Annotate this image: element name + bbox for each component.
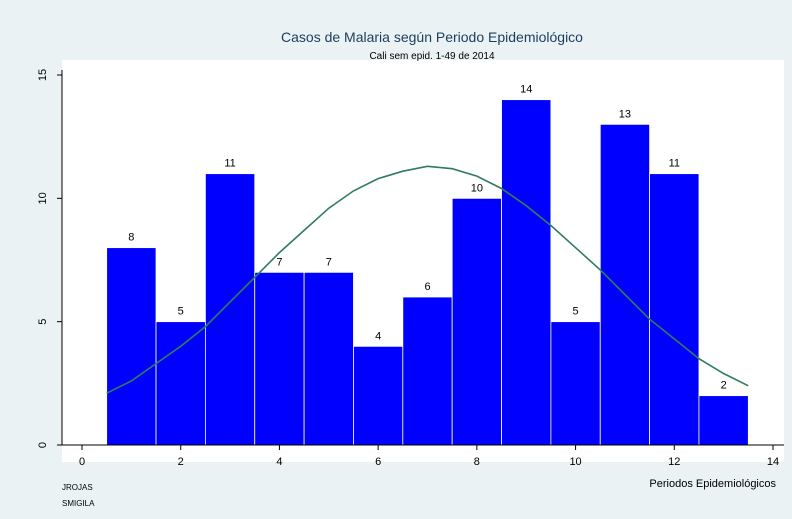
bars-group	[106, 99, 749, 446]
x-tick-label-2: 2	[178, 456, 184, 468]
x-tick-label-6: 6	[375, 456, 381, 468]
credit-line-2: SMIGILA	[62, 499, 95, 508]
y-tick-label-15: 15	[37, 69, 49, 81]
bar-period-4	[254, 271, 305, 446]
bar-period-6	[353, 345, 404, 446]
bar-period-9	[501, 99, 552, 446]
x-axis-label: Periodos Epidemiológicos	[649, 478, 776, 490]
bar-label-period-9: 14	[520, 84, 532, 96]
x-tick-label-12: 12	[668, 456, 680, 468]
chart-subtitle: Cali sem epid. 1-49 de 2014	[369, 51, 495, 62]
bar-labels-group: 8 5 11 7 7 4 6 10 14 5 13 11 2	[128, 84, 726, 392]
y-tick-label-0: 0	[37, 442, 49, 448]
bar-label-period-12: 11	[669, 158, 680, 170]
bar-label-period-10: 5	[573, 306, 579, 318]
x-tick-label-10: 10	[569, 456, 581, 468]
x-tick-label-4: 4	[276, 456, 282, 468]
bar-period-13	[698, 395, 749, 446]
bar-period-10	[550, 321, 601, 446]
bar-label-period-5: 7	[326, 256, 332, 268]
bar-period-1	[106, 247, 157, 446]
bar-period-8	[451, 197, 502, 446]
bar-label-period-2: 5	[178, 306, 184, 318]
bar-label-period-11: 13	[619, 108, 631, 120]
x-tick-label-14: 14	[767, 456, 779, 468]
bar-period-2	[155, 321, 206, 446]
credit-line-1: JROJAS	[62, 483, 93, 492]
y-tick-label-5: 5	[37, 319, 49, 325]
density-curve	[106, 165, 749, 394]
bar-label-period-3: 11	[224, 158, 235, 170]
bar-period-3	[204, 173, 256, 446]
chart-title: Casos de Malaria según Periodo Epidemiol…	[281, 29, 583, 45]
bar-label-period-4: 7	[276, 256, 282, 268]
bar-period-11	[599, 123, 651, 446]
axes-group: 0 2 4 6 8 10 12 14 0 5 10 15	[37, 69, 784, 468]
bar-label-period-7: 6	[424, 281, 430, 293]
bar-label-period-8: 10	[471, 182, 483, 194]
bar-period-12	[649, 173, 700, 446]
bar-label-period-13: 2	[721, 380, 727, 392]
x-tick-label-8: 8	[474, 456, 480, 468]
bar-period-5	[303, 271, 354, 446]
x-tick-label-0: 0	[79, 456, 85, 468]
y-tick-label-10: 10	[37, 192, 49, 204]
bar-period-7	[402, 296, 453, 446]
bar-label-period-6: 4	[375, 330, 381, 342]
bar-label-period-1: 8	[128, 232, 134, 244]
